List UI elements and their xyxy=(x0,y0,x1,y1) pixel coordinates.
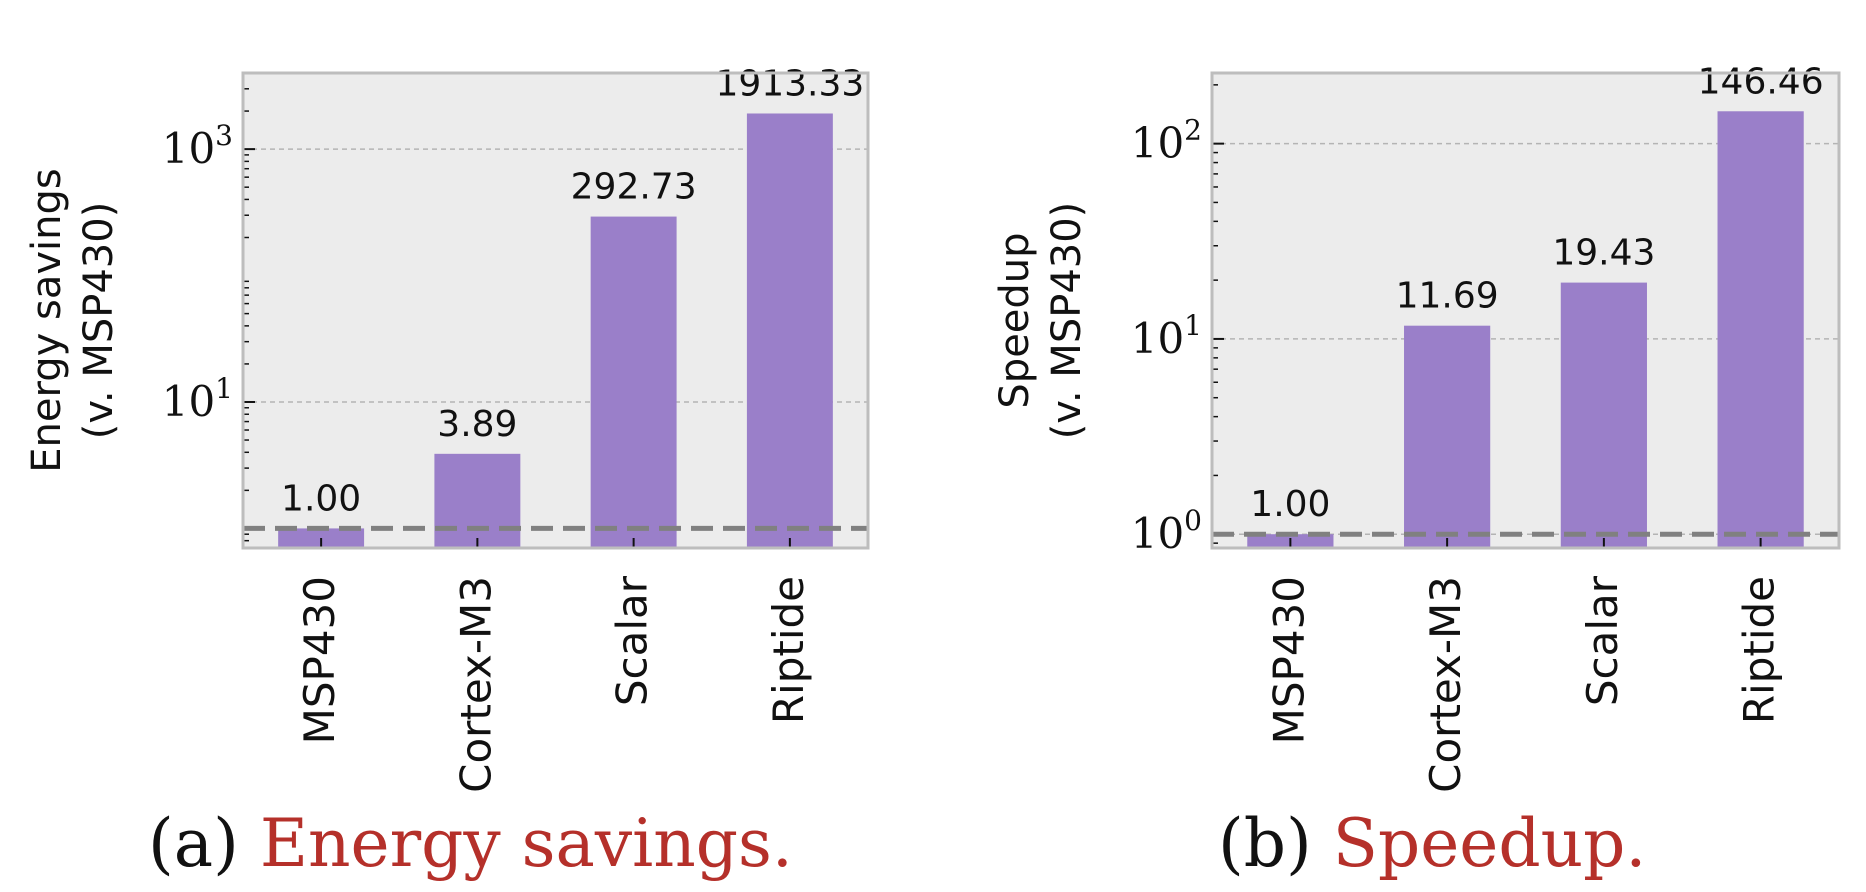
y-tick-label: 102 xyxy=(1131,114,1202,168)
y-tick-label: 101 xyxy=(162,372,233,426)
caption-text: Energy savings. xyxy=(260,805,793,882)
bar xyxy=(746,113,833,548)
bar xyxy=(434,453,521,548)
data-label: 1.00 xyxy=(1250,484,1330,525)
y-tick-label: 100 xyxy=(1131,504,1202,558)
panel-label: (a) xyxy=(148,805,260,882)
x-tick-label: Riptide xyxy=(764,576,813,724)
bar xyxy=(1560,282,1647,548)
data-label: 146.46 xyxy=(1698,61,1824,102)
axes-frame xyxy=(241,71,870,550)
bar xyxy=(1717,111,1804,548)
x-tick-label: Cortex-M3 xyxy=(1421,576,1470,793)
data-label: 1.00 xyxy=(281,478,361,519)
y-tick-label: 101 xyxy=(1131,309,1202,363)
x-tick-label: MSP430 xyxy=(1264,576,1313,744)
x-tick-label: Cortex-M3 xyxy=(451,576,500,793)
x-tick-label: MSP430 xyxy=(295,576,344,744)
panel-label: (b) xyxy=(1218,805,1333,882)
x-tick-label: Scalar xyxy=(1578,575,1627,706)
axes-frame xyxy=(1210,71,1841,550)
data-label: 11.69 xyxy=(1396,276,1499,317)
bar xyxy=(590,216,677,548)
chart-panel-a: 101 103 1.00 MSP430 3.89 Cortex-M3 292.73 Scala… xyxy=(24,63,870,882)
y-axis-label: (v. MSP430) xyxy=(1044,202,1090,440)
data-label: 19.43 xyxy=(1552,233,1655,274)
y-tick-label: 103 xyxy=(162,119,233,173)
x-tick-label: Riptide xyxy=(1735,576,1784,724)
data-label: 292.73 xyxy=(571,167,697,208)
bar xyxy=(1404,325,1491,548)
data-label: 1913.33 xyxy=(715,63,864,104)
chart-panel-b: 100 101 102 1.00 MSP430 11.69 Cortex-M3 19.43 Sc… xyxy=(992,61,1841,882)
data-label: 3.89 xyxy=(437,404,517,445)
caption-text: Speedup. xyxy=(1333,805,1647,882)
y-axis-label: Speedup xyxy=(992,232,1038,408)
y-axis-label: (v. MSP430) xyxy=(76,202,122,440)
x-tick-label: Scalar xyxy=(608,575,657,706)
y-axis-label: Energy savings xyxy=(24,168,70,472)
caption: (b) Speedup. xyxy=(1218,805,1646,882)
caption: (a) Energy savings. xyxy=(148,805,793,882)
